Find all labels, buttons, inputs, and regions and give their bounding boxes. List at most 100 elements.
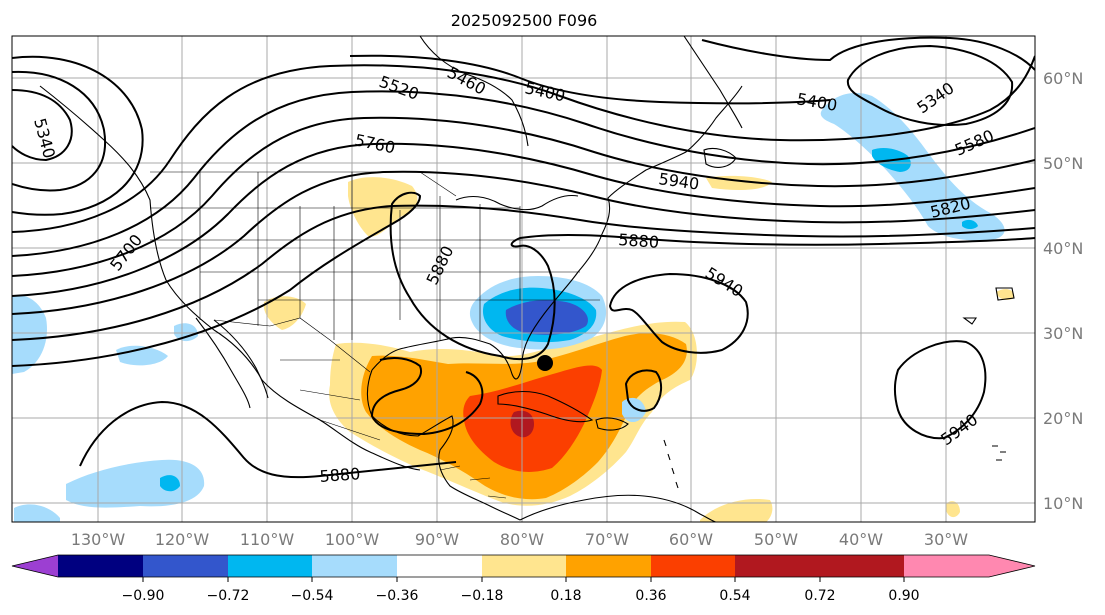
gulf-coast bbox=[371, 233, 603, 380]
lat-label: 60°N bbox=[1043, 69, 1083, 88]
colorbar-segment bbox=[58, 555, 143, 577]
colorbar-extension-high bbox=[904, 555, 1035, 577]
positive-anomaly-small bbox=[946, 501, 960, 518]
lon-label: 60°W bbox=[669, 530, 713, 549]
central-america-borders bbox=[439, 465, 507, 499]
contour-5820 bbox=[12, 204, 1035, 341]
negative-anomaly-atlantic bbox=[820, 92, 1005, 241]
chart-title: 2025092500 F096 bbox=[451, 11, 598, 30]
latitude-labels: 60°N 50°N 40°N 30°N 20°N 10°N bbox=[1043, 69, 1083, 513]
contour-label: 5880 bbox=[618, 230, 660, 252]
positive-anomaly-azores bbox=[996, 289, 1015, 300]
contour-5940-gulf bbox=[370, 357, 484, 436]
yucatan-central-america bbox=[366, 369, 521, 521]
greenland-south bbox=[683, 36, 743, 129]
contour-5760 bbox=[12, 170, 1035, 315]
lesser-antilles bbox=[663, 439, 679, 489]
colorbar-tick-label: 0.36 bbox=[635, 588, 666, 604]
lat-label: 50°N bbox=[1043, 154, 1083, 173]
colorbar-segment bbox=[312, 555, 397, 577]
colorbar-segment bbox=[482, 555, 566, 577]
lat-label: 20°N bbox=[1043, 409, 1083, 428]
contour-5700 bbox=[12, 142, 1035, 297]
contour-5400-atlantic bbox=[701, 36, 1035, 71]
shaded-anomaly-fields bbox=[12, 92, 1015, 522]
colorbar-extension-high bbox=[820, 555, 904, 577]
negative-anomaly-pacific-west bbox=[12, 295, 48, 374]
us-state-lines-2 bbox=[150, 207, 600, 301]
negative-anomaly-pacific-south bbox=[66, 459, 205, 508]
height-contours bbox=[12, 36, 1035, 479]
hispaniola bbox=[595, 417, 629, 431]
colorbar-segment bbox=[651, 555, 735, 577]
colorbar-segment bbox=[566, 555, 651, 577]
lon-label: 30°W bbox=[924, 530, 968, 549]
contour-5940-tutt bbox=[608, 272, 749, 354]
colorbar-segment bbox=[735, 555, 820, 577]
positive-anomaly-rockies bbox=[263, 296, 306, 330]
cuba bbox=[497, 390, 594, 423]
lat-label: 30°N bbox=[1043, 324, 1083, 343]
contour-5460-west bbox=[12, 55, 144, 216]
map-panel: 5520 5460 5400 5400 5340 5340 5760 5940 … bbox=[12, 36, 1035, 522]
negative-anomaly-small-4 bbox=[14, 504, 60, 522]
contour-5460-north bbox=[349, 54, 831, 105]
positive-anomaly-tropical-atl bbox=[700, 499, 773, 522]
baja-california bbox=[195, 317, 251, 409]
colorbar-extension-low bbox=[12, 555, 58, 577]
negative-anomaly-small-1 bbox=[116, 345, 168, 366]
lon-label: 110°W bbox=[240, 530, 295, 549]
mexico-states bbox=[280, 359, 381, 441]
negative-anomaly-pacific-core bbox=[160, 475, 180, 492]
colorbar-tick-label: −0.90 bbox=[122, 588, 165, 604]
longitude-labels: 130°W 120°W 110°W 100°W 90°W 80°W 70°W 6… bbox=[71, 530, 968, 549]
great-lakes bbox=[455, 194, 579, 211]
contour-5340-atlantic bbox=[846, 44, 1014, 127]
colorbar-tick-label: 0.54 bbox=[719, 588, 750, 604]
south-america-north bbox=[519, 494, 717, 522]
lon-label: 50°W bbox=[754, 530, 798, 549]
colorbar-ticks bbox=[142, 577, 905, 582]
lon-label: 90°W bbox=[415, 530, 459, 549]
contour-label: 5880 bbox=[319, 464, 361, 486]
political-borders bbox=[150, 171, 600, 499]
colorbar-outline bbox=[11, 554, 1036, 578]
contour-5640 bbox=[12, 116, 1035, 277]
colorbar-tick-label: 0.90 bbox=[888, 588, 919, 604]
colorbar-segment bbox=[228, 555, 312, 577]
contour-5940-east bbox=[894, 340, 987, 440]
lat-label: 40°N bbox=[1043, 239, 1083, 258]
colorbar-tick-label: −0.36 bbox=[376, 588, 419, 604]
lon-label: 70°W bbox=[585, 530, 629, 549]
negative-anomaly-small-2 bbox=[174, 323, 198, 342]
contour-5940-small bbox=[624, 369, 662, 412]
negative-anomaly-strong bbox=[505, 300, 588, 335]
colorbar-segment bbox=[397, 555, 482, 577]
colorbar-segment bbox=[143, 555, 228, 577]
contour-5880-south bbox=[79, 400, 457, 479]
colorbar-tick-label: −0.18 bbox=[461, 588, 504, 604]
negative-anomaly-small-3 bbox=[622, 397, 646, 423]
colorbar-tick-label: 0.18 bbox=[550, 588, 581, 604]
map-frame bbox=[11, 35, 1036, 523]
contour-5400-west bbox=[12, 70, 107, 192]
colorbar-tick-label: −0.72 bbox=[207, 588, 250, 604]
colorbar-tick-label: 0.72 bbox=[804, 588, 835, 604]
negative-anomaly-atlantic-core2 bbox=[962, 219, 978, 229]
cape-verde bbox=[992, 445, 1006, 461]
lon-label: 40°W bbox=[839, 530, 883, 549]
contour-5340 bbox=[12, 89, 73, 162]
storm-center-marker bbox=[537, 355, 553, 371]
hudson-bay bbox=[419, 36, 529, 147]
contour-5880-north bbox=[12, 191, 1035, 367]
azores bbox=[962, 287, 1015, 325]
lon-label: 100°W bbox=[325, 530, 380, 549]
contour-5580 bbox=[12, 90, 1035, 257]
lon-label: 130°W bbox=[71, 530, 126, 549]
colorbar-tick-label: −0.54 bbox=[291, 588, 334, 604]
lat-label: 10°N bbox=[1043, 494, 1083, 513]
gulf-of-california bbox=[213, 319, 269, 399]
colorbar: −0.90 −0.72 −0.54 −0.36 −0.18 0.18 0.36 … bbox=[11, 554, 1036, 604]
lon-label: 120°W bbox=[155, 530, 210, 549]
